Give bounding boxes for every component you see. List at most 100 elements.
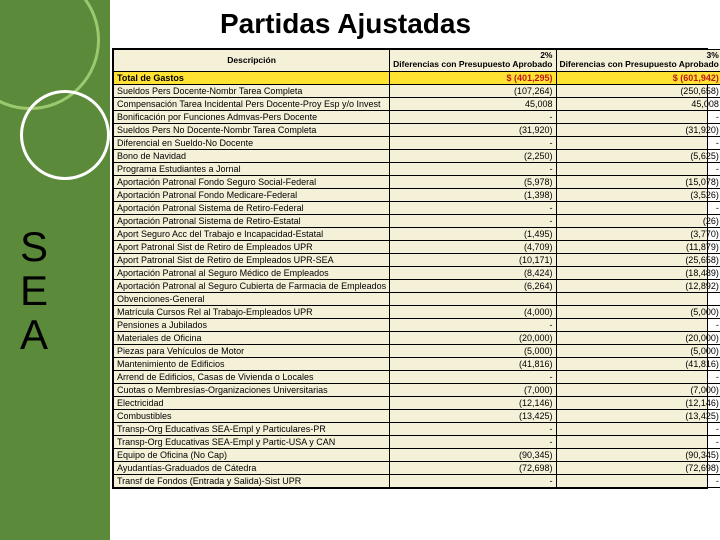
table-row: Transp-Org Educativas SEA-Empl y Particu… xyxy=(114,422,720,435)
table-row: Sueldos Pers Docente-Nombr Tarea Complet… xyxy=(114,84,720,97)
row-value: (20,000) xyxy=(390,331,556,344)
table-row: Sueldos Pers No Docente-Nombr Tarea Comp… xyxy=(114,123,720,136)
table-row: Aport Patronal Sist de Retiro de Emplead… xyxy=(114,253,720,266)
table-row: Ayudantías-Graduados de Cátedra(72,698)(… xyxy=(114,461,720,474)
row-value: - xyxy=(390,474,556,487)
row-value: (3,770) xyxy=(556,227,720,240)
table-row: Transp-Org Educativas SEA-Empl y Partic-… xyxy=(114,435,720,448)
row-value: - xyxy=(556,435,720,448)
table-row: Aport Seguro Acc del Trabajo e Incapacid… xyxy=(114,227,720,240)
row-value: - xyxy=(390,162,556,175)
row-description: Transp-Org Educativas SEA-Empl y Partic-… xyxy=(114,435,390,448)
table-row: Cuotas o Membresías-Organizaciones Unive… xyxy=(114,383,720,396)
row-value: (41,816) xyxy=(556,357,720,370)
table-row: Combustibles(13,425)(13,425)(13,425) xyxy=(114,409,720,422)
row-value: - xyxy=(556,136,720,149)
row-description: Pensiones a Jubilados xyxy=(114,318,390,331)
row-value: - xyxy=(390,136,556,149)
table-row: Aportación Patronal Fondo Seguro Social-… xyxy=(114,175,720,188)
row-value: (13,425) xyxy=(390,409,556,422)
row-value: (12,146) xyxy=(390,396,556,409)
table-row: Diferencial en Sueldo-No Docente--- xyxy=(114,136,720,149)
row-value: (4,709) xyxy=(390,240,556,253)
row-value: (10,171) xyxy=(390,253,556,266)
table-row: Pensiones a Jubilados--- xyxy=(114,318,720,331)
row-value: - xyxy=(556,110,720,123)
row-value: (5,978) xyxy=(390,175,556,188)
row-value: (13,425) xyxy=(556,409,720,422)
row-value: - xyxy=(390,370,556,383)
row-description: Ayudantías-Graduados de Cátedra xyxy=(114,461,390,474)
row-description: Compensación Tarea Incidental Pers Docen… xyxy=(114,97,390,110)
row-value: (41,816) xyxy=(390,357,556,370)
budget-table-container: Descripción2%Diferencias con Presupuesto… xyxy=(112,48,708,489)
row-value: - xyxy=(390,214,556,227)
row-description: Transp-Org Educativas SEA-Empl y Particu… xyxy=(114,422,390,435)
row-value: (90,345) xyxy=(390,448,556,461)
row-value: - xyxy=(390,435,556,448)
row-description: Electricidad xyxy=(114,396,390,409)
row-value xyxy=(556,292,720,305)
row-description: Equipo de Oficina (No Cap) xyxy=(114,448,390,461)
row-value: - xyxy=(390,422,556,435)
row-description: Sueldos Pers No Docente-Nombr Tarea Comp… xyxy=(114,123,390,136)
row-value: (25,658) xyxy=(556,253,720,266)
row-description: Mantenimiento de Edificios xyxy=(114,357,390,370)
row-description: Bonificación por Funciones Admvas-Pers D… xyxy=(114,110,390,123)
row-value: 45,008 xyxy=(556,97,720,110)
row-description: Materiales de Oficina xyxy=(114,331,390,344)
row-description: Aportación Patronal Sistema de Retiro-Es… xyxy=(114,214,390,227)
row-value: 45,008 xyxy=(390,97,556,110)
row-value: (3,526) xyxy=(556,188,720,201)
table-row: Matrícula Cursos Rel al Trabajo-Empleado… xyxy=(114,305,720,318)
row-value: (26) xyxy=(556,214,720,227)
row-value: (20,000) xyxy=(556,331,720,344)
row-description: Programa Estudiantes a Jornal xyxy=(114,162,390,175)
sea-acronym: S E A xyxy=(20,225,48,357)
table-row: Electricidad(12,146)(12,146)(12,146) xyxy=(114,396,720,409)
row-value xyxy=(390,292,556,305)
row-description: Aportación Patronal Sistema de Retiro-Fe… xyxy=(114,201,390,214)
total-value: $ (601,942) xyxy=(556,71,720,84)
page-title: Partidas Ajustadas xyxy=(220,8,471,40)
col-header-description: Descripción xyxy=(114,50,390,72)
table-row: Equipo de Oficina (No Cap)(90,345)(90,34… xyxy=(114,448,720,461)
table-row: Aportación Patronal Sistema de Retiro-Es… xyxy=(114,214,720,227)
table-row: Bonificación por Funciones Admvas-Pers D… xyxy=(114,110,720,123)
row-value: - xyxy=(556,370,720,383)
row-value: - xyxy=(390,201,556,214)
row-value: (12,892) xyxy=(556,279,720,292)
row-description: Arrend de Edificios, Casas de Vivienda o… xyxy=(114,370,390,383)
row-value: (1,398) xyxy=(390,188,556,201)
table-row: Aport Patronal Sist de Retiro de Emplead… xyxy=(114,240,720,253)
row-value: - xyxy=(556,474,720,487)
row-description: Transf de Fondos (Entrada y Salida)-Sist… xyxy=(114,474,390,487)
row-description: Aport Seguro Acc del Trabajo e Incapacid… xyxy=(114,227,390,240)
row-description: Aportación Patronal al Seguro Médico de … xyxy=(114,266,390,279)
row-value: - xyxy=(556,422,720,435)
row-description: Piezas para Vehículos de Motor xyxy=(114,344,390,357)
row-value: (7,000) xyxy=(556,383,720,396)
row-value: (7,000) xyxy=(390,383,556,396)
row-value: - xyxy=(556,162,720,175)
table-row: Aportación Patronal al Seguro Médico de … xyxy=(114,266,720,279)
row-description: Aportación Patronal Fondo Seguro Social-… xyxy=(114,175,390,188)
row-value: (5,000) xyxy=(556,344,720,357)
row-value: - xyxy=(390,110,556,123)
table-row: Piezas para Vehículos de Motor(5,000)(5,… xyxy=(114,344,720,357)
circle-decoration xyxy=(20,90,110,180)
row-value: - xyxy=(390,318,556,331)
row-value: (15,078) xyxy=(556,175,720,188)
row-description: Diferencial en Sueldo-No Docente xyxy=(114,136,390,149)
row-description: Aport Patronal Sist de Retiro de Emplead… xyxy=(114,253,390,266)
row-description: Bono de Navidad xyxy=(114,149,390,162)
table-row: Transf de Fondos (Entrada y Salida)-Sist… xyxy=(114,474,720,487)
row-value: (4,000) xyxy=(390,305,556,318)
row-description: Cuotas o Membresías-Organizaciones Unive… xyxy=(114,383,390,396)
row-value: (2,250) xyxy=(390,149,556,162)
row-value: (18,489) xyxy=(556,266,720,279)
row-description: Matrícula Cursos Rel al Trabajo-Empleado… xyxy=(114,305,390,318)
row-value: (8,424) xyxy=(390,266,556,279)
row-value: (107,264) xyxy=(390,84,556,97)
row-description: Obvenciones-General xyxy=(114,292,390,305)
